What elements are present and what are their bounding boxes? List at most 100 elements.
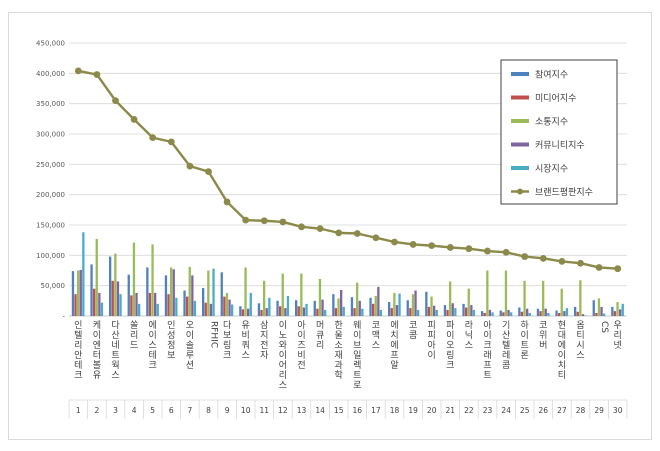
legend-swatch-5 xyxy=(511,166,529,170)
point-brand-reputation-5 xyxy=(149,134,157,142)
category-index-10: 10 xyxy=(241,406,251,415)
bar-s1-c26 xyxy=(536,308,540,316)
bar-s4-c25 xyxy=(526,308,529,316)
y-tick-label-4: 200,000 xyxy=(36,191,65,199)
bar-s4-c10 xyxy=(247,308,250,316)
point-brand-reputation-11 xyxy=(260,217,268,225)
bar-s1-c2 xyxy=(90,264,93,316)
bar-s2-c18 xyxy=(390,308,393,316)
y-tick-label-5: 250,000 xyxy=(36,161,65,169)
bar-s1-c11 xyxy=(257,303,261,316)
y-tick-label-9: 450,000 xyxy=(36,40,65,48)
point-brand-reputation-22 xyxy=(465,245,473,253)
bar-s1-c28 xyxy=(574,306,577,316)
bar-s2-c5 xyxy=(148,292,152,316)
legend-label-1: 참여지수 xyxy=(535,69,568,81)
legend-label-5: 시장지수 xyxy=(535,164,568,175)
bar-s4-c27 xyxy=(563,311,566,316)
bar-s2-c12 xyxy=(279,306,282,316)
bar-s5-c17 xyxy=(379,309,383,316)
bar-s2-c17 xyxy=(372,303,375,316)
chart-frame: - 50,000 100,000 150,000 200,000 250,000 300,0… xyxy=(8,12,652,440)
legend-swatch-1 xyxy=(511,72,529,76)
y-tick-label-7: 350,000 xyxy=(36,100,65,108)
bar-s5-c3 xyxy=(119,294,122,316)
category-index-13: 13 xyxy=(297,406,307,415)
legend-marker-6 xyxy=(517,188,523,195)
bar-s2-c6 xyxy=(167,294,170,316)
bar-s2-c3 xyxy=(111,280,114,316)
category-index-2: 2 xyxy=(95,406,100,415)
point-brand-reputation-27 xyxy=(558,258,566,265)
bar-s2-c1 xyxy=(74,294,77,316)
bar-s2-c29 xyxy=(595,312,598,316)
bar-s1-c27 xyxy=(555,310,558,316)
point-brand-reputation-9 xyxy=(223,198,231,206)
bar-s5-c5 xyxy=(156,303,159,316)
bar-s4-c14 xyxy=(321,299,324,316)
bar-s4-c16 xyxy=(358,300,361,316)
bar-s5-c19 xyxy=(417,309,420,316)
legend-box xyxy=(500,59,618,205)
point-brand-reputation-25 xyxy=(521,253,529,260)
point-brand-reputation-24 xyxy=(502,248,510,256)
bar-s3-c20 xyxy=(430,296,433,316)
category-index-19: 19 xyxy=(408,406,418,415)
bar-s4-c3 xyxy=(116,281,120,316)
point-brand-reputation-3 xyxy=(112,97,119,105)
category-index-8: 8 xyxy=(206,406,211,415)
category-index-9: 9 xyxy=(225,406,230,415)
bar-s4-c7 xyxy=(191,275,194,316)
bar-s2-c24 xyxy=(502,312,505,316)
bar-s4-c21 xyxy=(451,303,454,316)
y-tick-label-1: 50,000 xyxy=(41,282,66,290)
legend-swatch-2 xyxy=(511,95,529,100)
bar-s1-c19 xyxy=(406,300,409,316)
y-tick-label-8: 400,000 xyxy=(36,70,65,78)
bar-s4-c5 xyxy=(154,292,157,316)
bar-s1-c18 xyxy=(388,302,391,316)
bar-s4-c19 xyxy=(414,290,417,316)
bar-s4-c8 xyxy=(209,303,213,316)
bar-s4-c9 xyxy=(228,299,231,316)
bar-s1-c23 xyxy=(481,311,484,316)
category-index-28: 28 xyxy=(576,406,586,415)
bar-s2-c30 xyxy=(613,311,617,316)
point-brand-reputation-26 xyxy=(539,254,547,262)
point-brand-reputation-4 xyxy=(130,116,138,123)
bar-s5-c22 xyxy=(472,309,476,316)
category-index-21: 21 xyxy=(446,406,456,415)
bar-s1-c29 xyxy=(592,300,595,316)
category-index-17: 17 xyxy=(371,406,381,415)
bar-s2-c2 xyxy=(93,288,96,316)
bar-s2-c27 xyxy=(558,312,561,316)
bar-s2-c13 xyxy=(297,306,300,316)
bar-s1-c22 xyxy=(462,303,465,316)
bar-s5-c7 xyxy=(193,300,197,316)
category-index-24: 24 xyxy=(501,406,511,415)
bar-s4-c13 xyxy=(302,307,306,316)
bar-s1-c21 xyxy=(443,305,447,316)
bar-s3-c7 xyxy=(188,266,191,316)
bar-s4-c18 xyxy=(395,305,399,316)
point-brand-reputation-17 xyxy=(372,234,380,242)
point-brand-reputation-12 xyxy=(279,218,287,226)
bar-s2-c11 xyxy=(260,309,263,316)
bar-s5-c9 xyxy=(231,304,234,316)
y-tick-label-0: - xyxy=(62,313,65,321)
bar-s5-c21 xyxy=(454,308,457,316)
bar-s2-c9 xyxy=(223,296,226,316)
bar-s3-c15 xyxy=(337,298,340,316)
